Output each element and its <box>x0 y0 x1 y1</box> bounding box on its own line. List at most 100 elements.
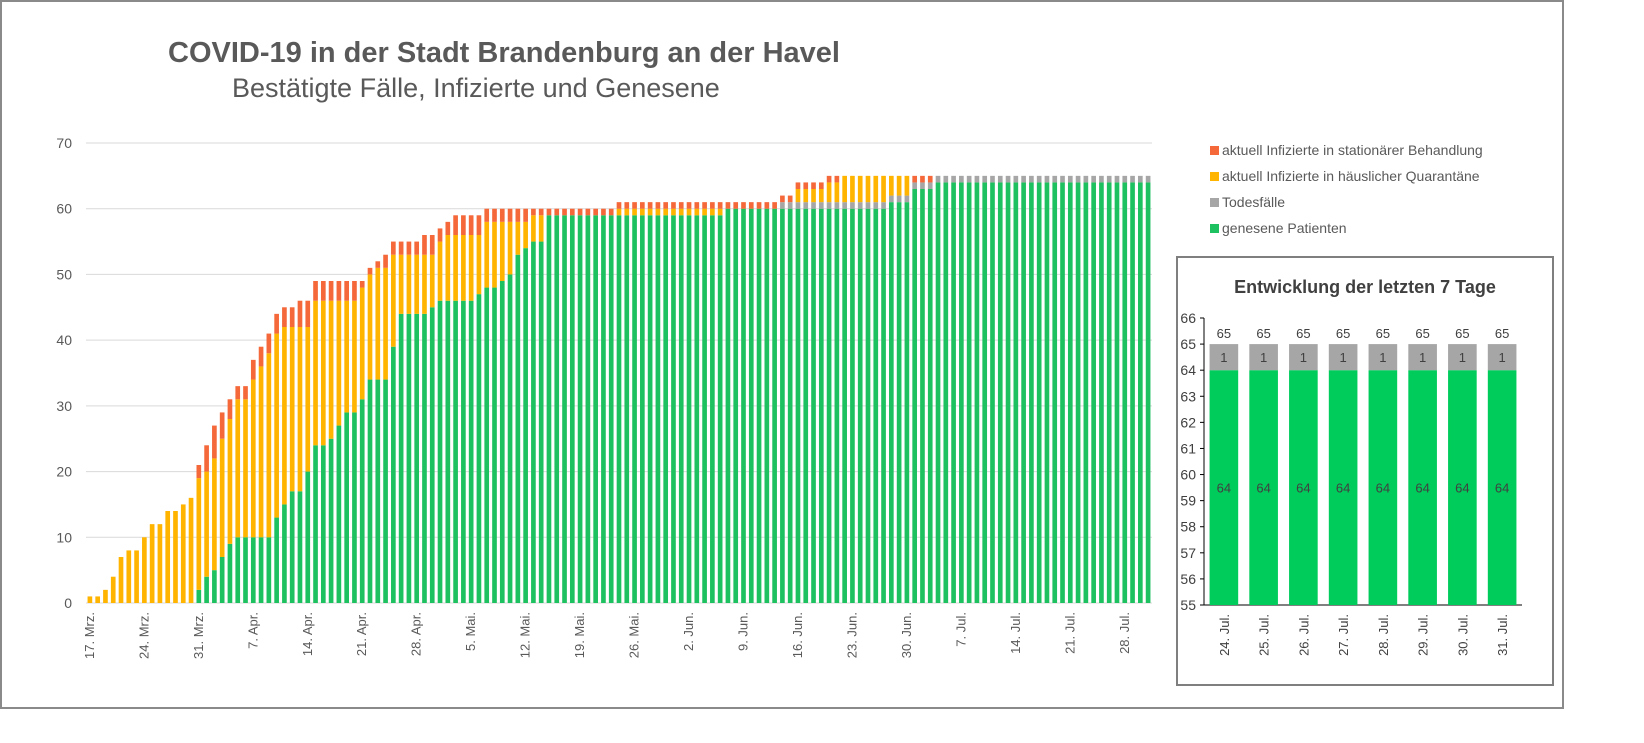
bar-segment-0 <box>787 208 793 603</box>
legend-swatch <box>1210 172 1219 181</box>
bar-segment-3 <box>367 267 373 275</box>
bar-segment-0 <box>772 208 777 603</box>
bar-segment-3 <box>826 175 832 183</box>
main-plot: 0 10 20 30 40 50 60 70 17. Mrz. 24. Mrz. 31. Mrz. 7… <box>56 135 1152 659</box>
bar-segment-0 <box>468 300 474 603</box>
bar-segment-3 <box>437 228 443 242</box>
bar-segment-0 <box>1106 182 1112 603</box>
inset-x-tick-label: 28. Jul. <box>1376 614 1391 656</box>
bar-segment-2 <box>461 235 466 301</box>
bar-segment-0 <box>655 215 661 604</box>
bar-segment-0 <box>461 300 466 603</box>
bar-segment-1 <box>997 175 1003 183</box>
bar-segment-0 <box>204 576 209 603</box>
bar-segment-2 <box>476 235 482 295</box>
bar-segment-2 <box>352 300 357 413</box>
bar-segment-2 <box>515 221 521 255</box>
bar-segment-0 <box>445 300 451 603</box>
bar-segment-1 <box>881 202 886 209</box>
bar-segment-3 <box>647 202 653 209</box>
bar-segment-3 <box>593 208 598 216</box>
bar-segment-0 <box>406 313 412 603</box>
bar-segment-2 <box>320 300 326 446</box>
inset-data-label: 64 <box>1495 481 1509 496</box>
bar-segment-1 <box>1005 175 1011 183</box>
bar-segment-2 <box>305 327 311 472</box>
bar-segment-0 <box>818 208 824 603</box>
x-tick-label: 24. Mrz. <box>136 612 151 659</box>
bar-segment-0 <box>811 208 816 603</box>
legend-swatch <box>1210 198 1219 207</box>
bar-segment-2 <box>857 175 863 203</box>
bar-segment-2 <box>142 537 147 603</box>
inset-x-tick-label: 26. Jul. <box>1296 614 1311 656</box>
bar-segment-3 <box>243 386 248 400</box>
bar-segment-0 <box>1145 182 1151 603</box>
inset-data-label: 1 <box>1459 350 1466 365</box>
inset-bar-segment-1 <box>1368 344 1398 371</box>
x-tick-label: 16. Jun. <box>790 612 805 658</box>
inset-data-label: 1 <box>1379 350 1386 365</box>
inset-bar-segment-0 <box>1209 370 1239 605</box>
bar-segment-1 <box>990 175 995 183</box>
inset-data-label: 64 <box>1415 481 1429 496</box>
bar-segment-3 <box>398 241 404 255</box>
bar-segment-2 <box>663 208 669 216</box>
bar-segment-0 <box>850 208 855 603</box>
y-tick-label: 30 <box>56 398 72 414</box>
bar-segment-0 <box>733 208 739 603</box>
inset-bar-segment-0 <box>1487 370 1517 605</box>
bar-segment-3 <box>461 215 466 235</box>
bar-segment-1 <box>826 202 832 209</box>
bar-segment-0 <box>1067 182 1073 603</box>
bar-segment-3 <box>608 208 614 216</box>
bar-segment-3 <box>212 425 217 459</box>
bar-segment-0 <box>453 300 458 603</box>
bar-segment-1 <box>1029 175 1034 183</box>
inset-x-tick-label: 27. Jul. <box>1336 614 1351 656</box>
inset-total-label: 65 <box>1336 326 1350 341</box>
bar-segment-1 <box>1036 175 1042 183</box>
inset-bar-segment-1 <box>1448 344 1477 371</box>
bar-segment-0 <box>678 215 684 604</box>
bar-segment-0 <box>375 379 381 603</box>
bar-segment-2 <box>118 557 124 603</box>
bar-segment-3 <box>585 208 591 216</box>
chart-subtitle: Bestätigte Fälle, Infizierte und Genesen… <box>232 73 720 103</box>
y-tick-label: 56 <box>1180 571 1196 587</box>
bar-segment-0 <box>1099 182 1104 603</box>
bar-segment-1 <box>966 175 972 183</box>
bar-segment-0 <box>865 208 871 603</box>
bar-segment-2 <box>227 419 233 544</box>
bar-segment-3 <box>733 202 739 209</box>
bar-segment-2 <box>710 208 715 216</box>
bar-segment-0 <box>803 208 809 603</box>
bar-segment-2 <box>212 458 217 571</box>
y-tick-label: 58 <box>1180 519 1196 535</box>
bar-segment-0 <box>1083 182 1089 603</box>
bar-segment-0 <box>1130 182 1135 603</box>
bar-segment-3 <box>523 208 528 222</box>
y-tick-label: 60 <box>56 201 72 217</box>
bar-segment-1 <box>920 182 925 189</box>
inset-x-tick-label: 30. Jul. <box>1455 614 1470 656</box>
bar-segment-2 <box>678 208 684 216</box>
bar-segment-3 <box>258 346 264 367</box>
bar-segment-0 <box>780 208 785 603</box>
bar-segment-1 <box>943 175 949 183</box>
bar-segment-0 <box>328 438 334 603</box>
bar-segment-0 <box>647 215 653 604</box>
bar-segment-0 <box>196 589 202 603</box>
bar-segment-0 <box>297 491 303 603</box>
bar-segment-2 <box>632 208 637 216</box>
bar-segment-2 <box>803 189 809 203</box>
bar-segment-0 <box>1122 182 1128 603</box>
bar-segment-3 <box>927 175 933 183</box>
bar-segment-0 <box>219 557 225 603</box>
bar-segment-2 <box>165 511 171 603</box>
bar-segment-3 <box>453 215 458 235</box>
bar-segment-2 <box>429 254 435 308</box>
bar-segment-3 <box>787 195 793 203</box>
bar-segment-1 <box>1091 175 1096 183</box>
inset-total-label: 65 <box>1296 326 1310 341</box>
